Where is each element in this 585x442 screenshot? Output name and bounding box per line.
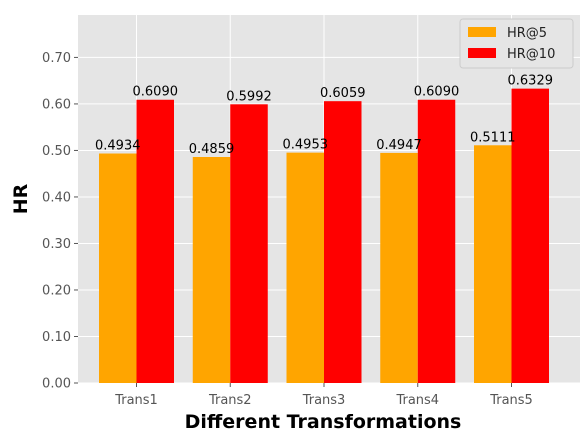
y-tick-label: 0.10 <box>42 330 71 345</box>
legend-swatch-hr5 <box>468 27 496 37</box>
legend: HR@5 HR@10 <box>459 18 574 69</box>
x-tick-label: Trans1 <box>114 393 158 408</box>
data-label: 0.6329 <box>508 74 554 89</box>
x-axis-title: Different Transformations <box>185 411 462 433</box>
data-label: 0.5992 <box>226 89 272 104</box>
bar-hr10-trans1 <box>136 99 174 383</box>
y-tick-label: 0.00 <box>42 377 71 392</box>
bar-hr10-trans5 <box>511 88 549 384</box>
data-label: 0.5111 <box>470 130 516 145</box>
x-tick-label: Trans5 <box>489 393 533 408</box>
data-label: 0.4947 <box>376 138 422 153</box>
x-axis-ticks: Trans1 Trans2 Trans3 Trans4 Trans5 <box>114 383 533 408</box>
legend-label-hr10: HR@10 <box>507 47 555 62</box>
bar-hr5-trans2 <box>192 157 231 383</box>
x-tick-label: Trans4 <box>395 393 439 408</box>
y-axis-ticks: 0.00 0.10 0.20 0.30 0.40 0.50 0.60 0.70 <box>42 51 78 392</box>
legend-label-hr5: HR@5 <box>507 26 547 41</box>
bar-hr5-trans1 <box>99 153 137 383</box>
bar-hr10-trans4 <box>417 99 456 383</box>
data-label: 0.4953 <box>283 138 329 153</box>
data-labels: 0.4934 0.4859 0.4953 0.4947 0.5111 0.6090 0.59… <box>95 74 553 157</box>
bars <box>99 88 549 384</box>
bar-hr10-trans2 <box>230 104 268 384</box>
y-tick-label: 0.40 <box>42 190 71 205</box>
y-axis-title: HR <box>10 183 32 214</box>
data-label: 0.6090 <box>414 85 460 100</box>
data-label: 0.6059 <box>320 86 366 101</box>
data-label: 0.4859 <box>189 142 235 157</box>
x-tick-label: Trans2 <box>208 393 252 408</box>
y-tick-label: 0.70 <box>42 51 71 66</box>
y-tick-label: 0.60 <box>42 97 71 112</box>
bar-hr5-trans4 <box>380 152 418 383</box>
x-tick-label: Trans3 <box>302 393 346 408</box>
y-tick-label: 0.30 <box>42 237 71 252</box>
y-tick-label: 0.20 <box>42 283 71 298</box>
legend-swatch-hr10 <box>468 48 496 58</box>
bar-hr5-trans3 <box>286 152 324 383</box>
bar-hr5-trans5 <box>474 145 512 383</box>
bar-hr10-trans3 <box>324 101 362 384</box>
data-label: 0.4934 <box>95 139 141 154</box>
data-label: 0.6090 <box>133 85 179 100</box>
y-tick-label: 0.50 <box>42 144 71 159</box>
